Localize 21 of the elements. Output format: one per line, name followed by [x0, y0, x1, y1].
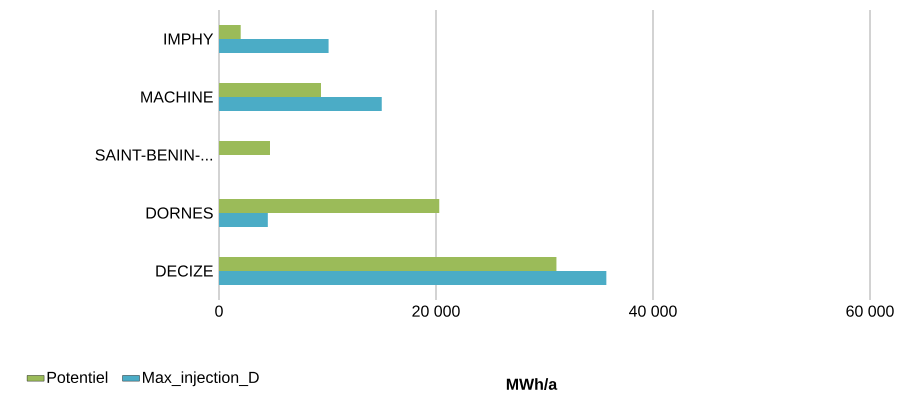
bar — [219, 39, 329, 53]
bar — [219, 213, 268, 227]
bar — [219, 257, 556, 271]
x-tick-label: 0 — [215, 306, 223, 317]
x-tick-label: 40 000 — [628, 306, 677, 317]
bar — [219, 83, 321, 97]
bar — [219, 25, 241, 39]
bar — [219, 141, 270, 155]
bar — [219, 199, 440, 213]
y-tick-label: MACHINE — [141, 91, 213, 103]
y-tick-label: SAINT-BENIN-... — [96, 149, 212, 161]
legend-label: Potentiel — [48, 371, 108, 384]
bar — [219, 271, 606, 285]
legend-label: Max_injection_D — [143, 371, 259, 386]
y-tick-label: DECIZE — [156, 265, 213, 277]
x-tick-label: 60 000 — [846, 306, 894, 317]
y-tick-label: IMPHY — [164, 34, 214, 44]
x-tick-label: 20 000 — [412, 306, 460, 317]
bar — [219, 97, 382, 111]
y-tick-label: DORNES — [146, 207, 213, 219]
x-axis-title: MWh/a — [506, 378, 558, 390]
